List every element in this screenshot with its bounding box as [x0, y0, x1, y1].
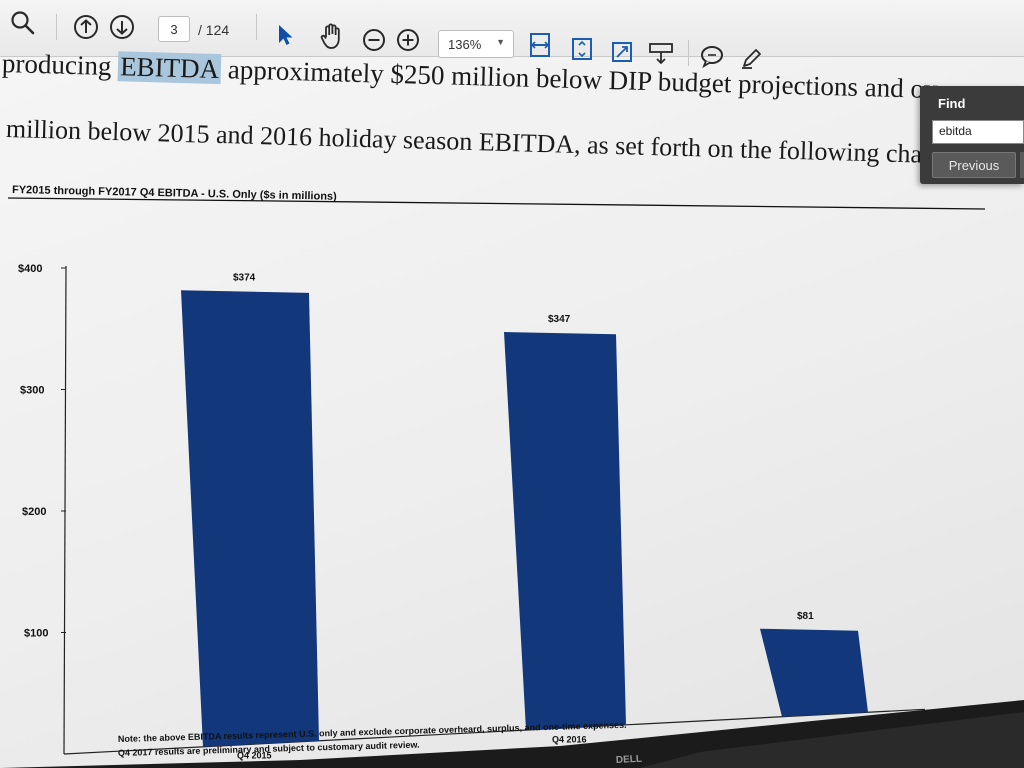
body-text-line-2: million below 2015 and 2016 holiday seas… [5, 114, 939, 170]
bar [504, 332, 626, 731]
zoom-in-icon[interactable] [394, 26, 422, 54]
document-page: producing EBITDA approximately $250 mill… [0, 48, 1024, 768]
toolbar-separator [256, 14, 257, 40]
pdf-toolbar: 3 / 124 136% ▼ [0, 0, 1024, 69]
zoom-value: 136% [448, 37, 482, 52]
hand-tool-icon[interactable] [316, 20, 348, 52]
highlight-pen-icon[interactable] [738, 44, 766, 72]
page-number-input[interactable]: 3 [158, 16, 190, 42]
bar [760, 628, 868, 717]
search-icon[interactable] [6, 8, 40, 38]
y-tick-label: $300 [20, 385, 44, 397]
full-screen-icon[interactable] [608, 38, 636, 66]
y-tick-label: $400 [18, 263, 42, 275]
comment-icon[interactable] [698, 42, 726, 70]
ebitda-bar-chart: FY2015 through FY2017 Q4 EBITDA - U.S. O… [7, 184, 986, 761]
body-text-fragment: producing [1, 48, 119, 82]
y-tick-label: $100 [24, 628, 48, 640]
bar-data-label: $347 [548, 314, 571, 325]
toolbar-separator [56, 14, 57, 40]
page-down-icon[interactable] [106, 12, 138, 42]
find-panel: Find ebitda Previous [920, 86, 1024, 184]
y-axis [63, 265, 67, 755]
select-pointer-icon[interactable] [272, 20, 300, 50]
fit-page-icon[interactable] [568, 34, 596, 64]
body-text-line-1: producing EBITDA approximately $250 mill… [2, 48, 938, 105]
bar-data-label: $374 [233, 272, 256, 283]
y-tick-label: $200 [22, 506, 46, 518]
find-next-button[interactable] [1020, 152, 1024, 178]
fit-width-icon[interactable] [526, 30, 554, 60]
page-up-icon[interactable] [70, 12, 102, 42]
zoom-select[interactable]: 136% ▼ [438, 30, 514, 58]
search-highlight: EBITDA [117, 51, 222, 85]
title-rule [7, 197, 986, 210]
body-text-fragment: approximately $250 million below DIP bud… [220, 54, 938, 105]
page-total-label: / 124 [198, 22, 230, 38]
toolbar-separator [688, 40, 689, 66]
bar [181, 290, 319, 747]
x-category-label: Q4 2016 [552, 734, 587, 744]
chevron-down-icon: ▼ [496, 37, 505, 47]
find-previous-button[interactable]: Previous [932, 152, 1016, 178]
download-icon[interactable] [646, 40, 676, 68]
bar-data-label: $81 [797, 611, 814, 622]
x-category-label: Q4 2017 [801, 721, 836, 731]
zoom-out-icon[interactable] [360, 26, 388, 54]
find-title: Find [938, 96, 966, 111]
find-input[interactable]: ebitda [932, 120, 1024, 144]
